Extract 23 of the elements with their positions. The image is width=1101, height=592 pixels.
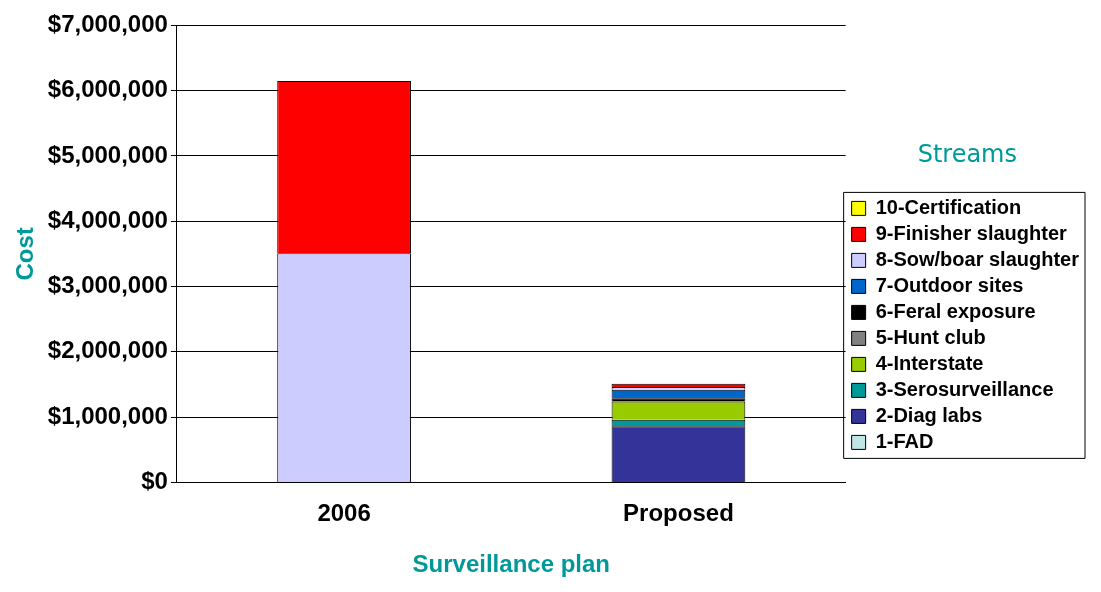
legend-label: 1-FAD	[875, 429, 934, 452]
legend-label: 3-Serosurveillance	[875, 377, 1054, 400]
legend-label: 9-Finisher slaughter	[875, 221, 1067, 244]
y-tick-label: $1,000,000	[47, 401, 168, 429]
y-tick-label: $3,000,000	[47, 271, 168, 299]
legend-label: 4-Interstate	[875, 351, 984, 374]
legend-label: 7-Outdoor sites	[875, 273, 1024, 296]
x-tick-label: Proposed	[623, 499, 734, 527]
legend-label: 6-Feral exposure	[875, 299, 1036, 322]
legend-label: 2-Diag labs	[875, 403, 983, 426]
legend-title: Streams	[917, 139, 1017, 168]
y-tick-label: $2,000,000	[47, 336, 168, 364]
legend-label: 10-Certification	[875, 195, 1022, 218]
legend-label: 5-Hunt club	[875, 325, 986, 348]
x-tick-label: 2006	[317, 499, 371, 527]
y-tick-label: $6,000,000	[47, 75, 168, 103]
y-tick-label: $0	[141, 467, 168, 495]
y-tick-label: $4,000,000	[47, 205, 168, 233]
y-axis-title: Cost	[11, 227, 39, 281]
legend-label: 8-Sow/boar slaughter	[875, 247, 1080, 270]
y-tick-label: $5,000,000	[47, 140, 168, 168]
x-axis-title: Surveillance plan	[412, 550, 610, 578]
y-tick-label: $7,000,000	[47, 10, 168, 38]
